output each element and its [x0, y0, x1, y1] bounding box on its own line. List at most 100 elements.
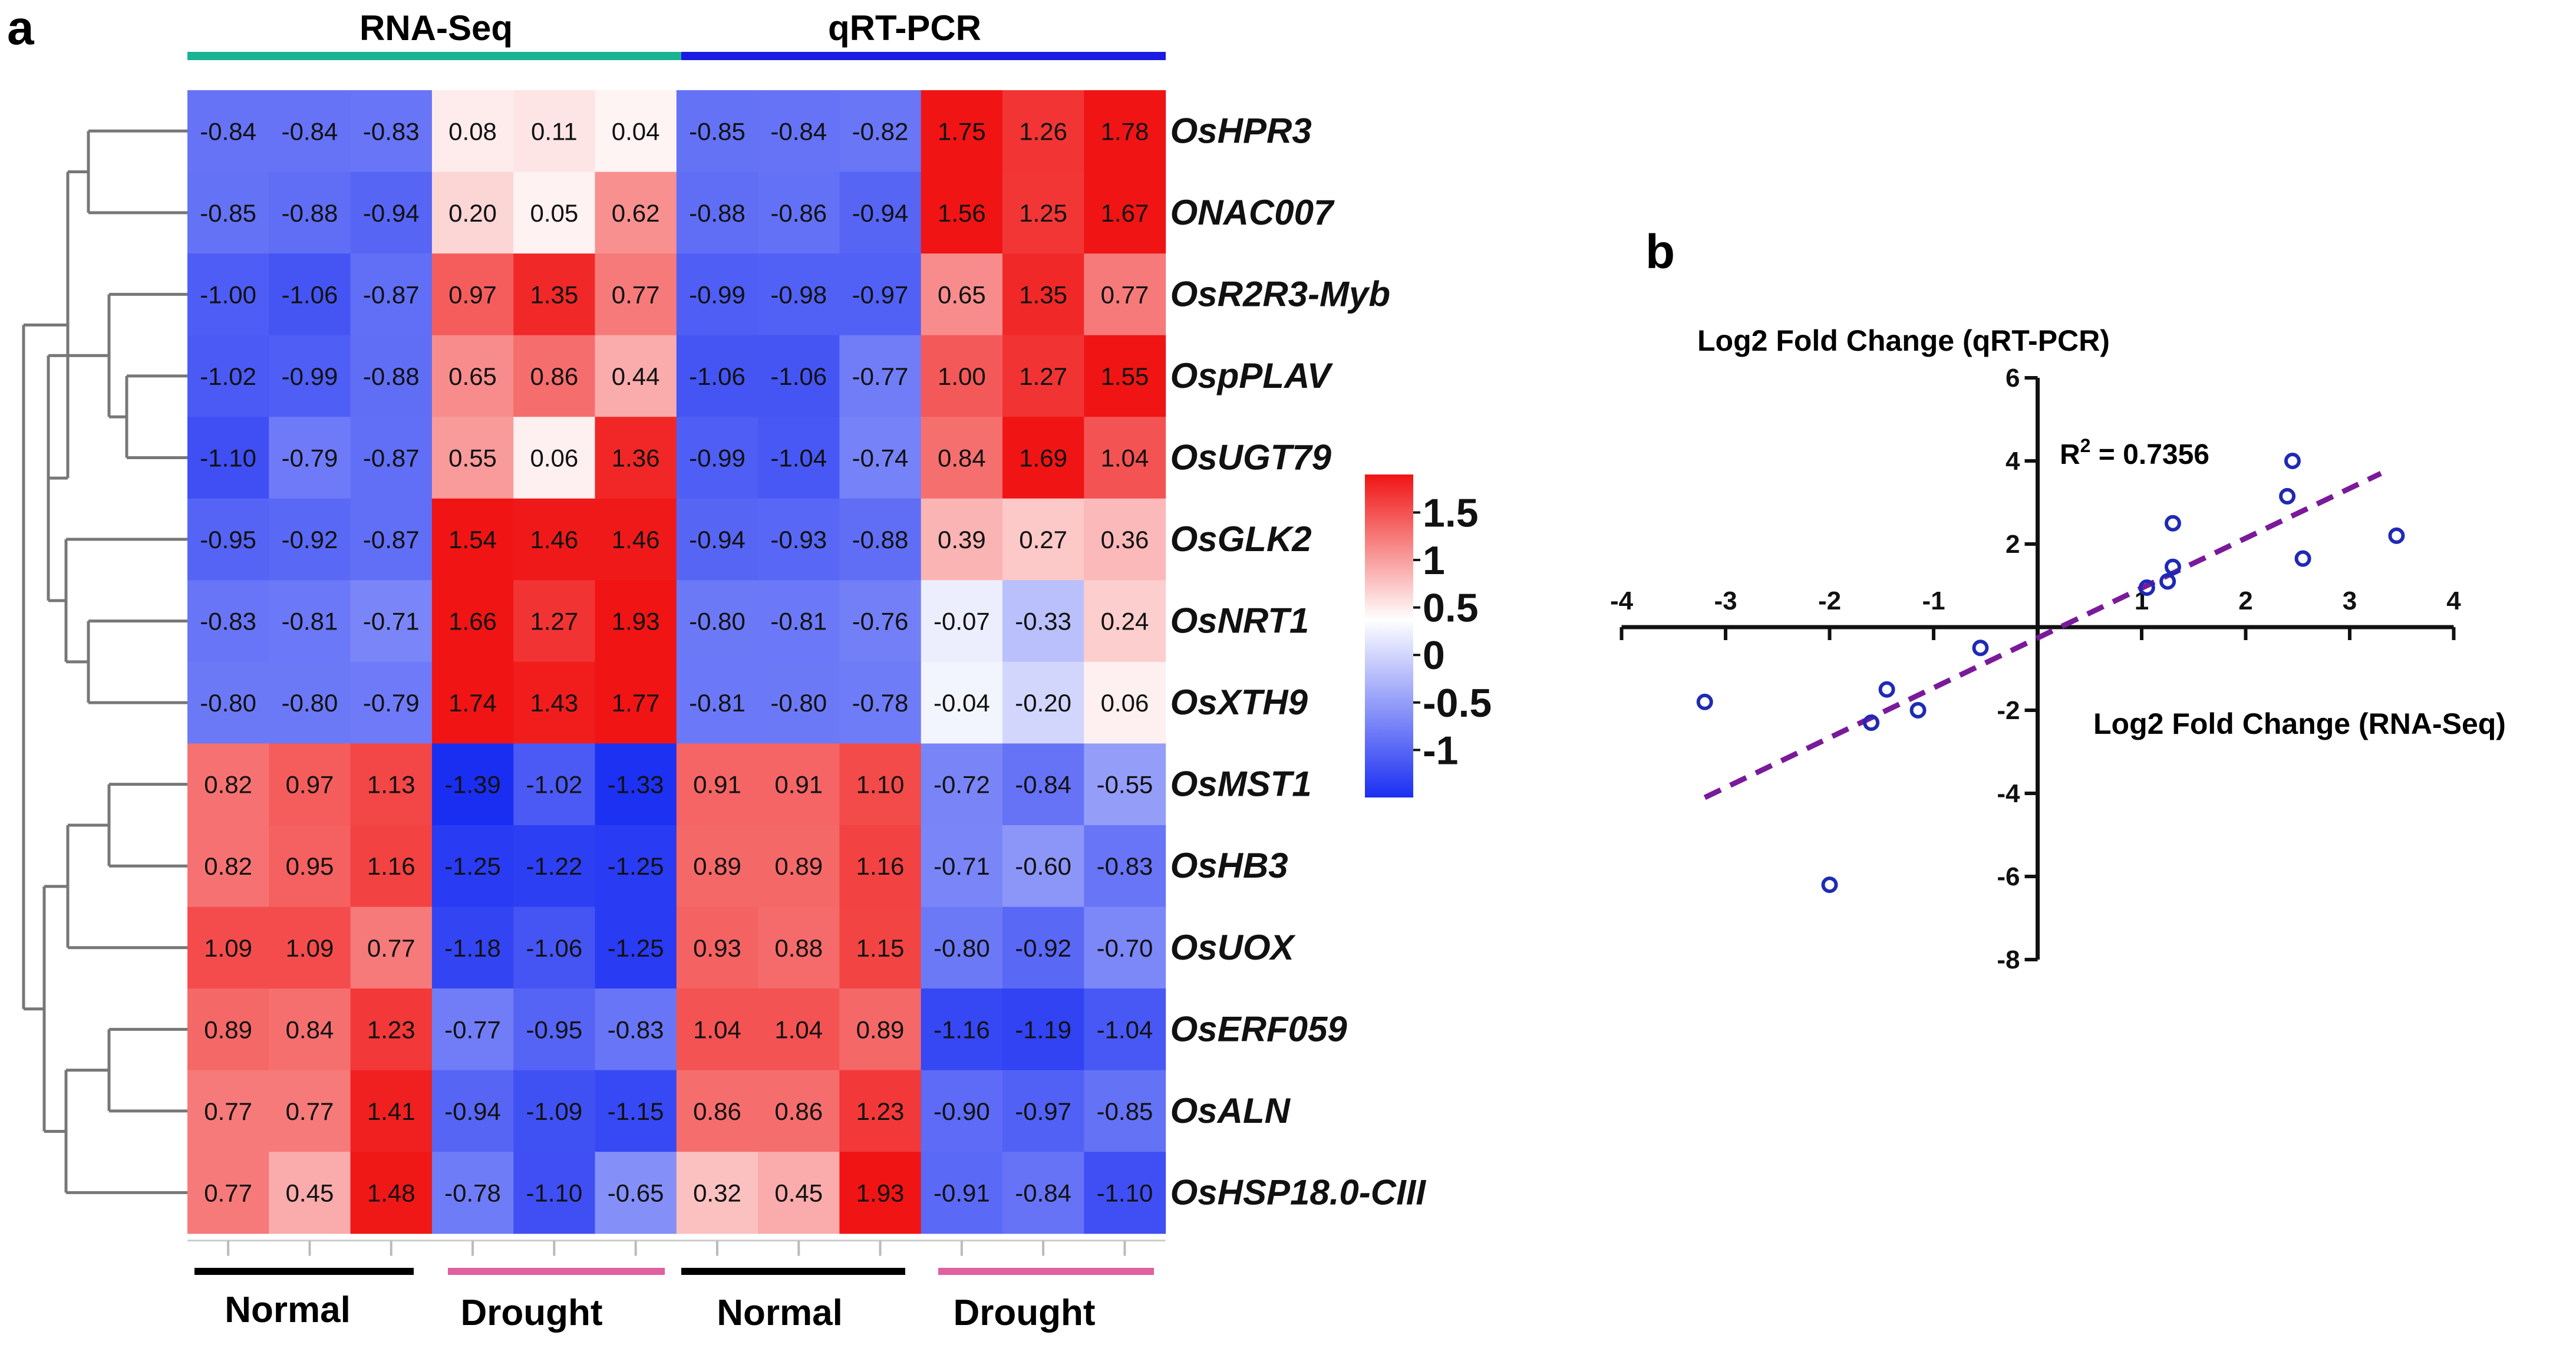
- heatmap-cell: [187, 661, 269, 744]
- heatmap-value: 0.82: [204, 771, 252, 799]
- heatmap-value: -0.82: [852, 117, 909, 145]
- heatmap-cell: [1084, 90, 1166, 173]
- heatmap-value: -0.98: [770, 281, 827, 308]
- heatmap-cell: [1084, 498, 1166, 581]
- heatmap-cell: [513, 661, 596, 744]
- heatmap-cell: [269, 417, 351, 499]
- heatmap-cell: [187, 1152, 269, 1234]
- heatmap-value: 0.97: [448, 281, 497, 308]
- heatmap-value: -0.87: [363, 526, 420, 553]
- heatmap-value: -1.00: [200, 281, 256, 308]
- heatmap-value: 1.16: [856, 852, 905, 880]
- heatmap-cell: [431, 498, 514, 581]
- heatmap-cell: [269, 988, 351, 1071]
- heatmap-value: 1.93: [856, 1179, 905, 1207]
- heatmap-value: 0.89: [693, 852, 741, 880]
- heatmap-value: 1.25: [1019, 199, 1067, 227]
- group-bar-rnaseq: [187, 52, 681, 60]
- heatmap-cell: [513, 988, 596, 1071]
- heatmap-cell: [921, 253, 1003, 336]
- y-tick-label: -8: [1997, 945, 2020, 974]
- heatmap-value: -1.02: [526, 771, 582, 799]
- heatmap-value: -0.88: [689, 199, 746, 227]
- heatmap-cell: [839, 417, 922, 499]
- heatmap-value: -0.88: [282, 199, 338, 227]
- heatmap-value: -0.87: [363, 281, 420, 308]
- heatmap-value: 0.77: [204, 1179, 252, 1207]
- heatmap-cell: [676, 988, 758, 1071]
- heatmap-value: 1.43: [530, 689, 578, 717]
- panel-label-b: b: [1645, 225, 1675, 279]
- heatmap-cell: [839, 907, 922, 989]
- heatmap-cell: [676, 580, 758, 663]
- heatmap-value: 0.93: [693, 934, 741, 962]
- heatmap-cell: [921, 743, 1003, 826]
- heatmap-value: -0.20: [1015, 689, 1071, 717]
- heatmap-value: 1.13: [367, 771, 415, 799]
- heatmap-cell: [758, 90, 840, 173]
- x-tick-label: 4: [2446, 586, 2461, 615]
- heatmap-value: -0.65: [608, 1179, 664, 1207]
- heatmap-cell: [921, 172, 1003, 254]
- heatmap-cell: [513, 498, 596, 581]
- heatmap-cell: [431, 335, 514, 417]
- heatmap-cell: [350, 253, 433, 336]
- heatmap-value: 0.06: [1101, 689, 1149, 717]
- heatmap-value: 1.75: [938, 117, 986, 145]
- heatmap-cell: [269, 580, 351, 663]
- heatmap-cell: [187, 498, 269, 581]
- heatmap-cell: [431, 743, 514, 826]
- heatmap-value: -0.33: [1015, 608, 1071, 635]
- heatmap-value: -0.93: [770, 526, 827, 553]
- heatmap-cell: [350, 661, 433, 744]
- heatmap-cell: [431, 90, 514, 173]
- heatmap-cell: [676, 253, 758, 336]
- heatmap-cell: [350, 743, 433, 826]
- heatmap-value: -0.80: [200, 689, 256, 717]
- heatmap-cell: [187, 907, 269, 989]
- heatmap-value: -1.18: [444, 934, 501, 962]
- fit-line: [1703, 471, 2382, 800]
- gene-label: OspPLAV: [1170, 356, 1334, 395]
- heatmap-cell: [1002, 498, 1084, 581]
- heatmap-cell: [839, 498, 922, 581]
- heatmap-value: 0.89: [204, 1016, 252, 1043]
- heatmap-cell: [758, 253, 840, 336]
- heatmap-cell: [269, 661, 351, 744]
- heatmap-value: 1.09: [204, 934, 252, 962]
- heatmap-cell: [758, 743, 840, 826]
- heatmap-value: -1.16: [934, 1016, 990, 1043]
- heatmap-value: -0.55: [1097, 771, 1153, 799]
- heatmap-cell: [839, 172, 922, 254]
- gene-label: OsERF059: [1170, 1009, 1348, 1049]
- bottom-label-drought-1: Drought: [460, 1293, 602, 1333]
- heatmap-value: -0.80: [770, 689, 827, 717]
- heatmap-value: -1.19: [1015, 1016, 1071, 1043]
- heatmap-cell: [350, 825, 433, 908]
- heatmap-cell: [1002, 172, 1084, 254]
- heatmap-value: -1.02: [200, 362, 256, 390]
- heatmap-value: -0.90: [934, 1097, 990, 1125]
- heatmap-cell: [676, 1070, 758, 1152]
- heatmap-cell: [1084, 988, 1166, 1071]
- heatmap-cell: [921, 498, 1003, 581]
- heatmap-value: 0.86: [693, 1097, 741, 1125]
- heatmap-cell: [595, 1152, 677, 1234]
- scatter-point: [2388, 527, 2405, 544]
- heatmap-value: 0.86: [774, 1097, 823, 1125]
- heatmap-cell: [921, 1152, 1003, 1234]
- heatmap-value: -1.04: [770, 444, 827, 472]
- heatmap-cell: [595, 253, 677, 336]
- heatmap-cell: [676, 417, 758, 499]
- scatter-point: [2164, 558, 2181, 575]
- heatmap-value: 0.04: [612, 117, 660, 145]
- heatmap-cell: [758, 580, 840, 663]
- heatmap-value: 1.69: [1019, 444, 1067, 472]
- heatmap-value: 1.10: [856, 771, 905, 799]
- bottom-label-normal-2: Normal: [717, 1293, 843, 1333]
- heatmap-value: -0.88: [363, 362, 420, 390]
- heatmap-cell: [1002, 417, 1084, 499]
- heatmap-cell: [839, 988, 922, 1071]
- heatmap-cell: [921, 90, 1003, 173]
